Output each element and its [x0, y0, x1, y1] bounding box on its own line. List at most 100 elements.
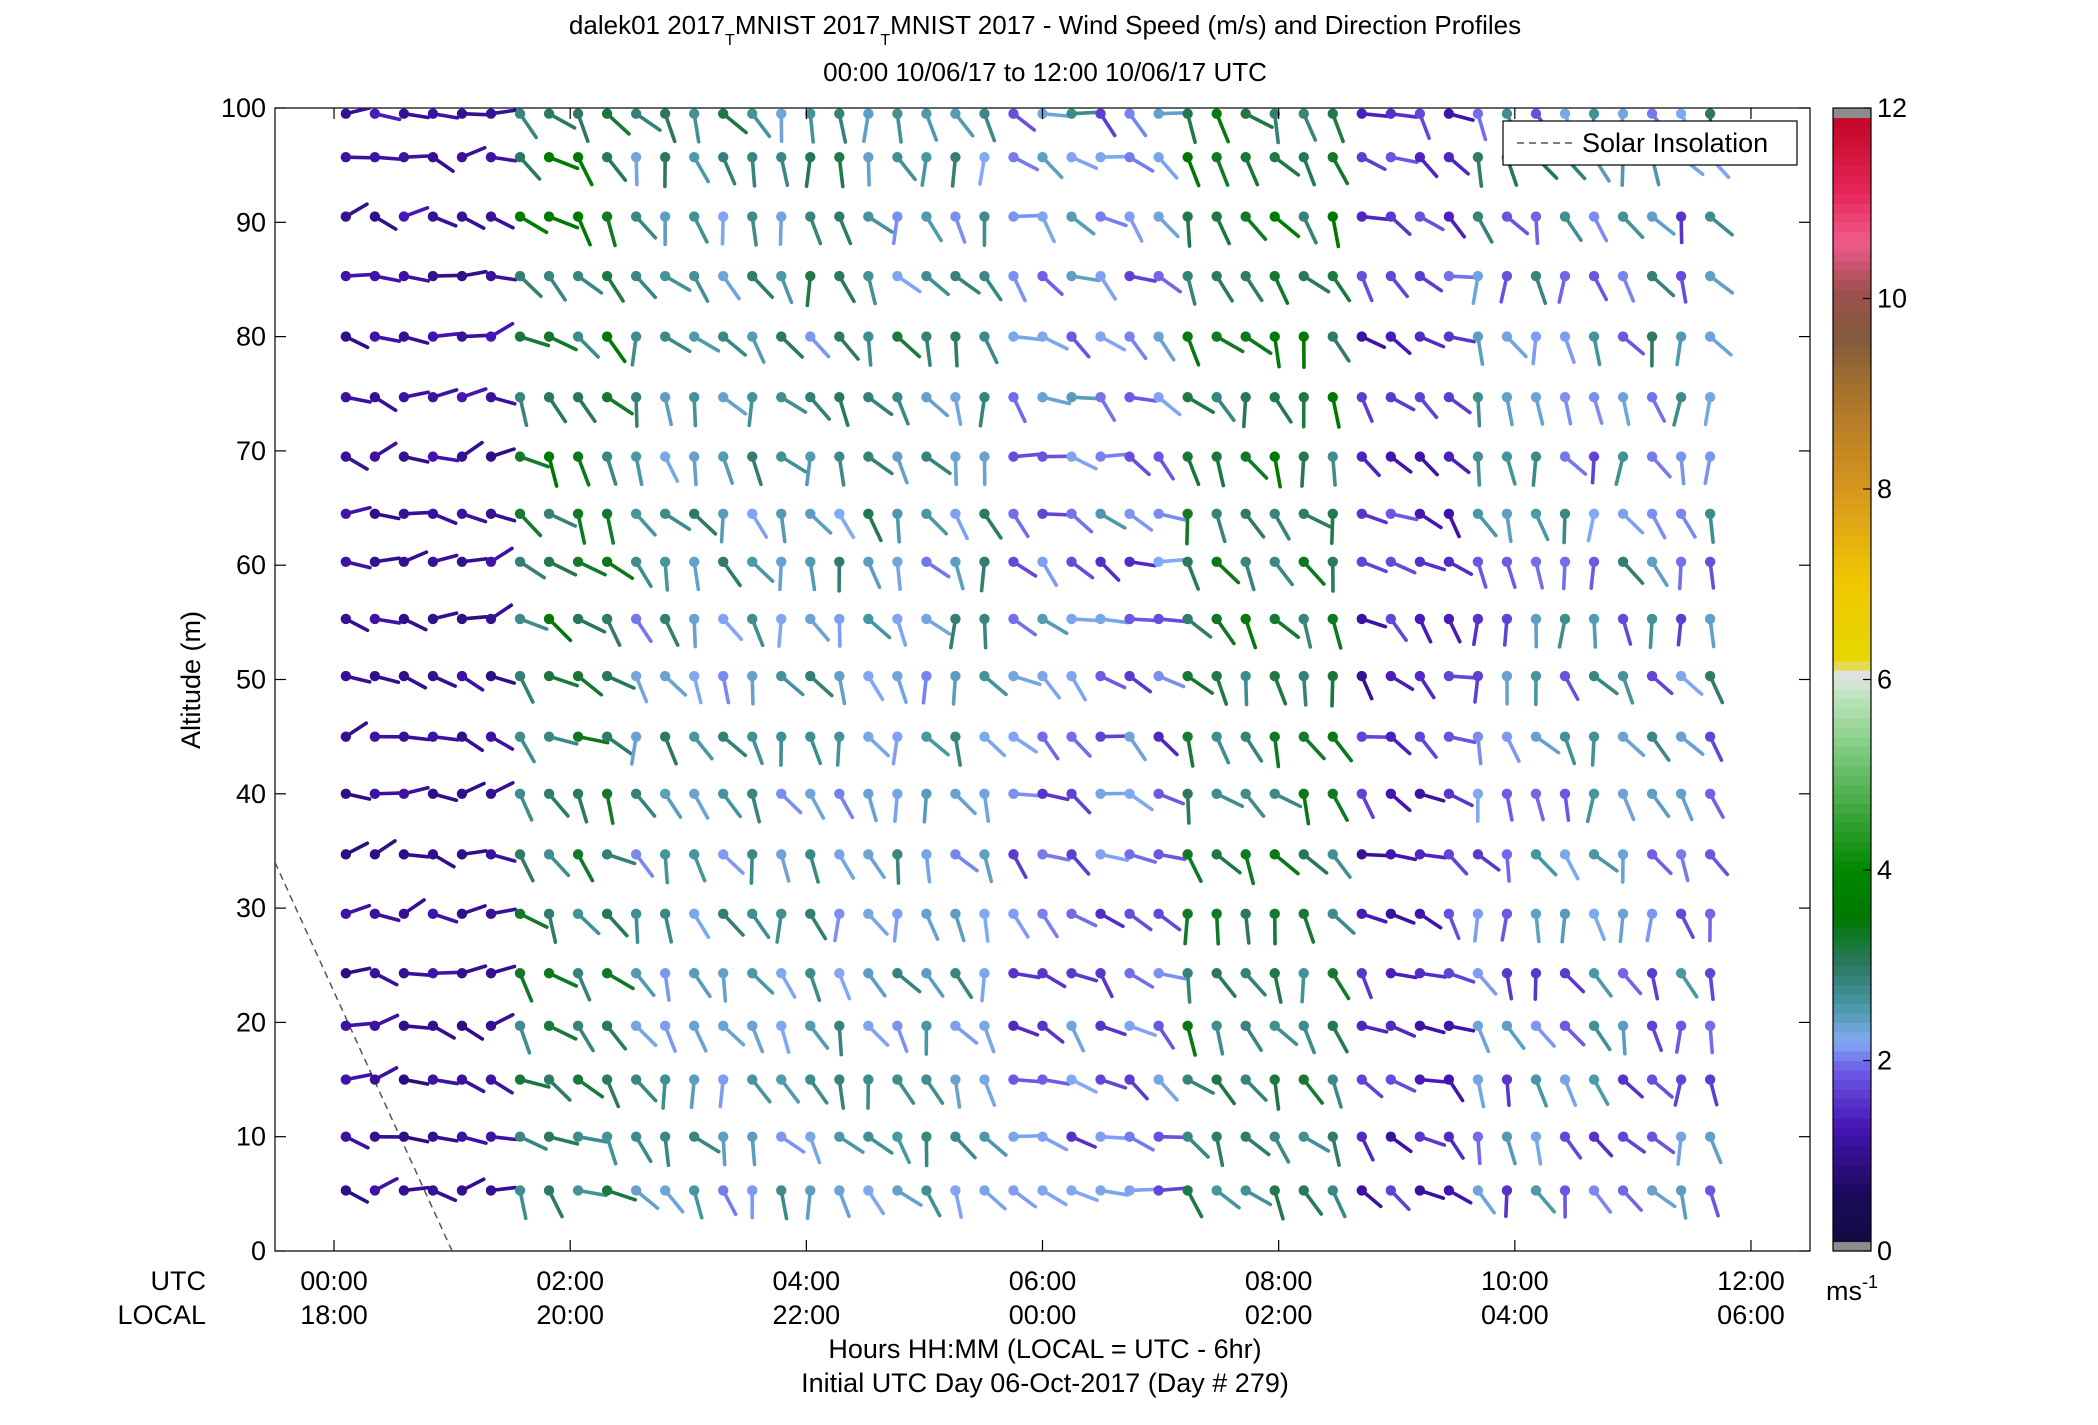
wind-barb-dot [1646, 849, 1658, 860]
wind-barb-dot [950, 1185, 961, 1196]
wind-barb-dot [1066, 908, 1077, 920]
wind-barb-dot [979, 849, 990, 860]
wind-barb-dot [1269, 731, 1280, 742]
wind-barb-dot [747, 968, 758, 979]
wind-barb-dot [688, 270, 700, 282]
wind-barb-dot [572, 1020, 584, 1032]
wind-barb-dot [863, 731, 874, 742]
wind-barb-dot [1472, 1020, 1484, 1032]
wind-barb-dot [1675, 451, 1687, 462]
colorbar-tick-label: 12 [1877, 93, 1907, 123]
wind-barb-dot [1240, 908, 1251, 920]
wind-barb-dot [776, 1074, 787, 1085]
wind-barb-dot [776, 1020, 787, 1032]
wind-barb-dot [1211, 908, 1222, 920]
wind-barb-dot [863, 151, 874, 163]
wind-barb-dot [427, 731, 439, 742]
colorbar-band [1833, 193, 1871, 204]
wind-barb-dot [1124, 211, 1135, 222]
wind-barb-dot [688, 211, 700, 222]
wind-barb-dot [1501, 391, 1513, 403]
wind-barb-dot [543, 151, 555, 163]
wind-barb-dot [979, 508, 990, 519]
wind-barb-dot [456, 670, 468, 682]
wind-barb-dot [1182, 849, 1193, 860]
wind-barb-dot [921, 670, 932, 682]
wind-barb-dot [1182, 670, 1193, 682]
wind-barb-dot [1182, 1074, 1193, 1085]
wind-barb-dot [1385, 508, 1397, 519]
wind-barb-dot [1530, 670, 1542, 682]
wind-barb-dot [1472, 451, 1484, 462]
wind-barb-dot [1472, 211, 1484, 222]
colorbar-band [1833, 431, 1871, 442]
wind-barb-dot [1153, 1131, 1164, 1142]
wind-barb-dot [1472, 1185, 1484, 1196]
wind-barb-dot [1414, 849, 1426, 860]
x-tick-label-utc: 00:00 [300, 1266, 368, 1296]
wind-barb-dot [1327, 968, 1338, 979]
wind-barb-dot [747, 108, 758, 119]
colorbar-band [1833, 517, 1871, 528]
wind-barb-dot [1530, 613, 1542, 625]
colorbar-band [1833, 127, 1871, 138]
colorbar-band [1833, 593, 1871, 604]
wind-barb-dot [485, 331, 497, 342]
wind-barb-dot [834, 270, 845, 282]
wind-barb-dot [1298, 211, 1309, 222]
wind-barb-dot [543, 1020, 555, 1032]
wind-barb-dot [1124, 270, 1135, 282]
wind-barb-dot [543, 1074, 555, 1085]
wind-barb-dot [630, 1020, 642, 1032]
y-axis: 0 10 20 30 40 50 60 70 80 90 100 [221, 93, 1810, 1266]
wind-barb-dot [630, 788, 642, 799]
wind-barb-dot [1240, 1020, 1251, 1032]
wind-barb-dot [659, 788, 671, 799]
colorbar-band [1833, 850, 1871, 862]
wind-barb-dot [892, 788, 903, 799]
colorbar-band [1833, 612, 1871, 623]
wind-barb-dot [863, 613, 874, 625]
wind-barb-dot [1646, 1020, 1658, 1032]
wind-barb-dot [892, 670, 903, 682]
colorbar-band [1833, 136, 1871, 147]
y-tick-label: 90 [236, 207, 266, 237]
wind-barb-dot [1124, 331, 1135, 342]
wind-barb-dot [1008, 788, 1019, 799]
wind-barb-dot [688, 451, 700, 462]
wind-barb-dot [485, 849, 497, 860]
wind-barb-dot [776, 151, 787, 163]
wind-barb-dot [1327, 1020, 1338, 1032]
wind-barb-dot [340, 849, 352, 860]
wind-barb-dot [572, 556, 584, 567]
wind-barb-dot [1066, 391, 1077, 403]
wind-barb-dot [1211, 1131, 1222, 1142]
wind-barb-dot [1675, 508, 1687, 519]
wind-barb-dot [398, 556, 410, 567]
colorbar-band [1833, 1165, 1871, 1176]
wind-barb-dot [427, 151, 439, 163]
colorbar-band [1833, 689, 1871, 700]
wind-barb-dot [1298, 151, 1309, 163]
wind-barb-dot [1704, 968, 1716, 979]
wind-barb-dot [1472, 670, 1484, 682]
wind-barb-dot [543, 391, 555, 403]
wind-barb-dot [805, 670, 816, 682]
wind-barb-dot [456, 1020, 468, 1032]
wind-barb-dot [1559, 108, 1571, 119]
wind-barb-dot [572, 108, 584, 119]
wind-barb-dot [1704, 849, 1716, 860]
wind-barb-dot [456, 788, 468, 799]
wind-barb-dot [950, 1074, 961, 1085]
wind-barb-dot [1617, 1020, 1629, 1032]
wind-barb-dot [979, 451, 990, 462]
wind-barb-dot [456, 1074, 468, 1085]
x-axis-sublabel: Initial UTC Day 06-Oct-2017 (Day # 279) [801, 1368, 1289, 1398]
wind-barb-dot [1153, 849, 1164, 860]
wind-barb-dot [601, 849, 613, 860]
colorbar-band [1833, 1012, 1871, 1023]
wind-barb-dot [572, 849, 584, 860]
wind-barb-dot [1501, 670, 1513, 682]
colorbar-band [1833, 1117, 1871, 1128]
y-tick-label: 0 [251, 1236, 266, 1266]
